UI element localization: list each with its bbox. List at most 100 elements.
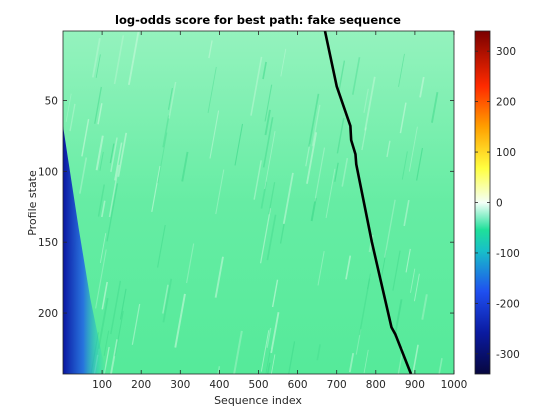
heatmap-streak: [341, 157, 349, 187]
y-axis-ticks: 50 100 150 200: [38, 95, 454, 320]
heatmap-streak: [393, 299, 403, 338]
heatmap-streak: [106, 183, 119, 242]
heatmap-streak: [493, 207, 496, 224]
x-tick-label: 400: [209, 379, 229, 391]
heatmap-streak: [174, 293, 186, 348]
heatmap-streak: [267, 362, 271, 374]
heatmap-streak: [264, 131, 276, 190]
heatmap-streak: [110, 137, 118, 173]
heatmap-streak: [260, 330, 270, 372]
colorbar-tick-label: 0: [496, 198, 503, 210]
heatmap-streak: [408, 126, 418, 172]
colorbar-ticks: 300 200 100 0 -100 -200 -300: [475, 46, 520, 361]
heatmap-texture: [63, 31, 496, 374]
heatmap-streak: [469, 213, 474, 239]
heatmap-streak: [419, 76, 425, 98]
heatmap-streak: [438, 358, 443, 374]
heatmap-streak: [392, 250, 401, 291]
x-tick-label: 200: [131, 379, 151, 391]
heatmap-streak: [264, 109, 271, 136]
heatmap-streak: [81, 118, 90, 157]
heatmap-streak: [262, 61, 267, 80]
heatmap-streak: [114, 311, 124, 357]
heatmap-streak: [114, 142, 123, 181]
heatmap-streak: [127, 31, 140, 86]
y-tick-label: 150: [38, 237, 58, 249]
heatmap-streak: [311, 104, 321, 147]
heatmap-streak: [384, 199, 396, 258]
heatmap-streak: [306, 132, 318, 184]
heatmap-streak: [110, 280, 122, 335]
heatmap-streak: [99, 151, 104, 171]
chart-title: log-odds score for best path: fake seque…: [115, 13, 401, 27]
heatmap-streak: [233, 330, 243, 374]
x-tick-label: 300: [170, 379, 190, 391]
heatmap-streak: [464, 122, 467, 138]
heatmap-streak: [416, 147, 424, 181]
heatmap-streak: [282, 172, 294, 225]
heatmap-streak: [459, 149, 464, 175]
heatmap-streak: [259, 208, 272, 264]
heatmap-streak: [65, 93, 72, 122]
colorbar-gradient: [475, 31, 490, 374]
heatmap-streak: [63, 198, 64, 203]
heatmap-streak: [314, 147, 326, 202]
heatmap-streak: [209, 110, 220, 159]
heatmap-streak: [316, 344, 321, 361]
x-tick-label: 700: [327, 379, 347, 391]
heatmap-streak: [364, 76, 376, 131]
heatmap-streak: [345, 255, 352, 280]
heatmap-streak: [271, 279, 279, 308]
heatmap-streak: [97, 184, 105, 217]
heatmap-streak: [358, 278, 371, 336]
heatmap-streak: [363, 349, 369, 374]
heatmap-streak: [131, 303, 141, 345]
colorbar-tick-label: -200: [496, 298, 520, 310]
heatmap-streak: [117, 132, 128, 177]
heatmap-streak: [101, 281, 108, 310]
heatmap-streak: [421, 294, 428, 320]
heatmap-streak: [250, 56, 263, 116]
heatmap-streak: [405, 248, 411, 273]
heatmap-streak: [305, 144, 311, 167]
heatmap-streak: [308, 93, 320, 147]
heatmap-streak: [355, 329, 362, 355]
colorbar: 300 200 100 0 -100 -200 -300: [474, 30, 520, 375]
heatmap-streak: [386, 140, 391, 158]
heatmap-streak: [260, 181, 268, 209]
heatmap-plot-area: [63, 31, 496, 374]
best-path-line: [323, 31, 413, 374]
heatmap-streak: [288, 341, 296, 374]
heatmap-streak: [101, 200, 106, 218]
heatmap-streak: [431, 92, 439, 123]
heatmap-streak: [162, 115, 170, 148]
heatmap-streak: [119, 288, 127, 320]
heatmap-streak: [103, 346, 110, 374]
x-tick-label: 100: [92, 379, 112, 391]
heatmap-streak: [412, 344, 419, 374]
heatmap-streak: [399, 102, 407, 134]
x-tick-label: 500: [248, 379, 268, 391]
x-axis-label: Sequence index: [214, 394, 302, 407]
heatmap-streak: [215, 169, 225, 215]
y-axis-label: Profile state: [26, 170, 39, 236]
heatmap-streak: [367, 273, 371, 290]
heatmap-streak: [398, 53, 405, 87]
heatmap-streak: [310, 197, 317, 222]
heatmap-streak: [462, 268, 472, 322]
heatmap-streak: [97, 103, 103, 125]
heatmap-streak: [325, 168, 336, 219]
heatmap-streak: [348, 352, 355, 373]
heatmap-low-score-region: [63, 125, 108, 374]
heatmap-streak: [108, 164, 120, 218]
heatmap-streak: [266, 214, 277, 261]
heatmap-streak: [336, 118, 345, 154]
heatmap-streak: [413, 273, 420, 302]
y-tick-label: 200: [38, 308, 58, 320]
heatmap-streak: [264, 84, 273, 122]
heatmap-streak: [280, 48, 287, 77]
heatmap-streak: [181, 151, 189, 182]
heatmap-streak: [168, 81, 177, 119]
colorbar-tick-label: 300: [496, 46, 516, 58]
